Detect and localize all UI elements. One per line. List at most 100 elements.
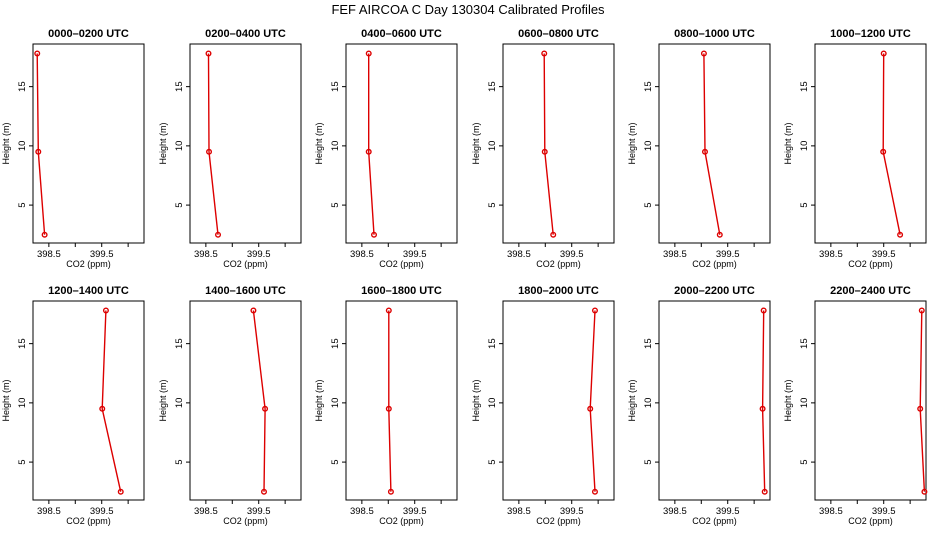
y-tick-label: 15 <box>643 338 654 349</box>
profile-line <box>919 310 926 492</box>
x-axis-label: CO2 (ppm) <box>66 259 111 269</box>
profile-line <box>101 310 122 492</box>
x-axis-label: CO2 (ppm) <box>379 259 424 269</box>
profile-point <box>541 148 548 155</box>
y-axis-label: Height (m) <box>1 379 11 421</box>
y-tick-label: 15 <box>330 81 341 92</box>
x-tick-label: 399.5 <box>872 506 896 517</box>
profile-point <box>387 488 394 495</box>
y-tick-label: 10 <box>330 141 341 152</box>
y-tick-label: 10 <box>643 398 654 409</box>
y-axis-label: Height (m) <box>314 379 324 421</box>
x-tick-label: 398.5 <box>350 506 374 517</box>
profile-line <box>882 53 901 235</box>
profile-panel: 1400–1600 UTC 398.5 399.5 5 10 15 CO2 (ppm) Hei… <box>158 285 302 526</box>
profile-panel: 1000–1200 UTC 398.5 399.5 5 10 15 CO2 (ppm) Hei… <box>783 28 927 269</box>
plot-frame <box>814 300 927 501</box>
profile-point <box>921 488 928 495</box>
profile-point <box>760 307 767 314</box>
profile-panel: 0000–0200 UTC 398.5 399.5 5 10 15 CO2 (ppm) Hei… <box>1 28 145 269</box>
y-tick-label: 10 <box>643 141 654 152</box>
y-tick-label: 5 <box>799 202 810 207</box>
x-tick-label: 399.5 <box>403 249 427 260</box>
profile-point <box>700 50 707 57</box>
profile-point <box>385 307 392 314</box>
plot-frame <box>502 43 615 244</box>
plot-frame <box>658 300 771 501</box>
y-tick-label: 5 <box>17 202 28 207</box>
y-axis-label: Height (m) <box>158 379 168 421</box>
panel-title: 0400–0600 UTC <box>361 28 442 40</box>
profile-line <box>703 53 721 235</box>
x-axis-label: CO2 (ppm) <box>66 516 111 526</box>
panel-title: 0800–1000 UTC <box>674 28 755 40</box>
x-tick-label: 398.5 <box>37 506 61 517</box>
x-tick-label: 398.5 <box>819 249 843 260</box>
y-axis-label: Height (m) <box>783 122 793 164</box>
x-tick-label: 399.5 <box>716 506 740 517</box>
y-tick-label: 10 <box>174 398 185 409</box>
profile-point <box>541 50 548 57</box>
profile-panel: 2000–2200 UTC 398.5 399.5 5 10 15 CO2 (ppm) Hei… <box>627 285 771 526</box>
panel-title: 0000–0200 UTC <box>48 28 129 40</box>
profile-panel: 1200–1400 UTC 398.5 399.5 5 10 15 CO2 (ppm) Hei… <box>1 285 145 526</box>
profile-point <box>206 148 213 155</box>
profile-point <box>759 405 766 412</box>
plot-frame <box>502 300 615 501</box>
profile-point <box>117 488 124 495</box>
panel-title: 1200–1400 UTC <box>48 285 129 297</box>
x-axis-label: CO2 (ppm) <box>536 516 581 526</box>
x-axis-label: CO2 (ppm) <box>692 516 737 526</box>
y-tick-label: 15 <box>799 81 810 92</box>
profile-point <box>215 231 222 238</box>
y-tick-label: 5 <box>643 459 654 464</box>
x-tick-label: 399.5 <box>90 506 114 517</box>
y-tick-label: 5 <box>799 459 810 464</box>
y-axis-label: Height (m) <box>471 379 481 421</box>
y-tick-label: 10 <box>799 398 810 409</box>
plot-frame <box>345 43 458 244</box>
profile-line <box>543 53 554 235</box>
x-tick-label: 399.5 <box>560 506 584 517</box>
x-axis-label: CO2 (ppm) <box>848 516 893 526</box>
profile-panel: 0600–0800 UTC 398.5 399.5 5 10 15 CO2 (ppm) Hei… <box>471 28 615 269</box>
y-tick-label: 5 <box>643 202 654 207</box>
profile-point <box>102 307 109 314</box>
profile-panel: 0400–0600 UTC 398.5 399.5 5 10 15 CO2 (ppm) Hei… <box>314 28 458 269</box>
x-axis-label: CO2 (ppm) <box>848 259 893 269</box>
y-tick-label: 5 <box>17 459 28 464</box>
panel-title: 0600–0800 UTC <box>518 28 599 40</box>
plot-frame <box>658 43 771 244</box>
profile-point <box>262 405 269 412</box>
x-axis-label: CO2 (ppm) <box>692 259 737 269</box>
x-tick-label: 399.5 <box>247 506 271 517</box>
profile-point <box>99 405 106 412</box>
panel-title: 2000–2200 UTC <box>674 285 755 297</box>
profile-panel: 1800–2000 UTC 398.5 399.5 5 10 15 CO2 (ppm) Hei… <box>471 285 615 526</box>
profile-point <box>591 488 598 495</box>
x-tick-label: 398.5 <box>194 249 218 260</box>
plot-frame <box>32 300 145 501</box>
profile-point <box>41 231 48 238</box>
y-tick-label: 15 <box>17 338 28 349</box>
profile-line <box>589 310 596 492</box>
y-tick-label: 15 <box>17 81 28 92</box>
y-tick-label: 15 <box>799 338 810 349</box>
panel-title: 2200–2400 UTC <box>830 285 911 297</box>
y-tick-label: 15 <box>487 338 498 349</box>
y-tick-label: 15 <box>643 81 654 92</box>
x-tick-label: 398.5 <box>194 506 218 517</box>
y-tick-label: 15 <box>487 81 498 92</box>
x-tick-label: 398.5 <box>819 506 843 517</box>
x-tick-label: 398.5 <box>663 249 687 260</box>
y-axis-label: Height (m) <box>627 122 637 164</box>
profile-panel: 1600–1800 UTC 398.5 399.5 5 10 15 CO2 (ppm) Hei… <box>314 285 458 526</box>
profile-point <box>365 50 372 57</box>
x-tick-label: 399.5 <box>716 249 740 260</box>
y-tick-label: 10 <box>17 141 28 152</box>
x-tick-label: 398.5 <box>350 249 374 260</box>
y-tick-label: 10 <box>799 141 810 152</box>
profile-point <box>897 231 904 238</box>
y-tick-label: 10 <box>330 398 341 409</box>
